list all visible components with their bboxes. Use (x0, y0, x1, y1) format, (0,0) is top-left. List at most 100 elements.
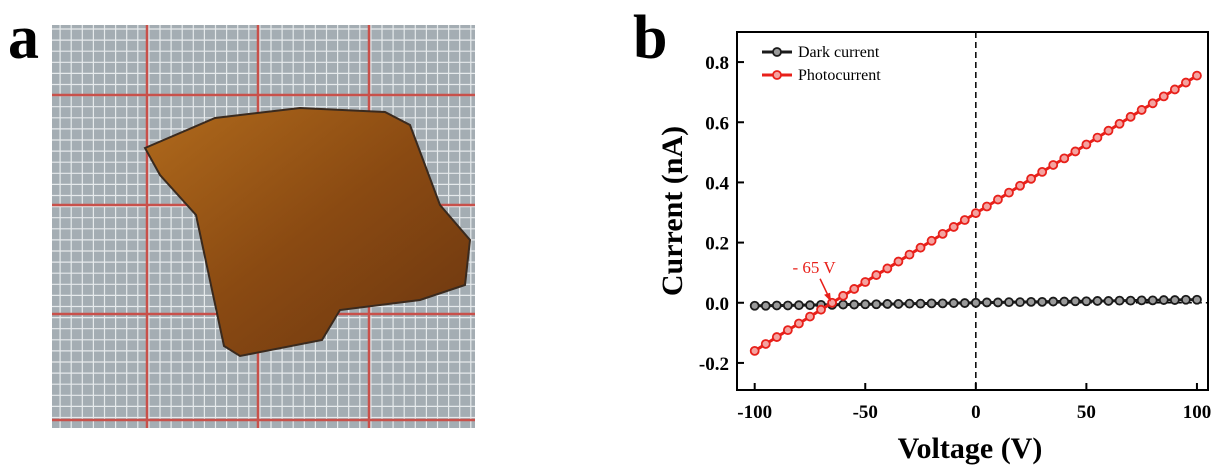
data-point (850, 285, 858, 293)
data-point (795, 320, 803, 328)
data-point (861, 300, 869, 308)
legend-marker (773, 71, 781, 79)
data-point (939, 299, 947, 307)
data-point (1071, 297, 1079, 305)
data-point (1182, 296, 1190, 304)
x-tick-label: 0 (971, 402, 981, 423)
data-point (850, 301, 858, 309)
data-point (1016, 298, 1024, 306)
data-point (1193, 296, 1201, 304)
data-point (784, 326, 792, 334)
data-point (939, 230, 947, 238)
data-point (795, 301, 803, 309)
data-point (784, 301, 792, 309)
data-point (773, 301, 781, 309)
x-axis-label: Voltage (V) (898, 432, 1043, 465)
data-point (872, 271, 880, 279)
data-point (972, 209, 980, 217)
data-point (1149, 296, 1157, 304)
data-point (1149, 99, 1157, 107)
y-tick-label: 0.0 (705, 294, 729, 315)
legend-label: Photocurrent (798, 67, 881, 84)
data-point (1082, 141, 1090, 149)
data-point (1005, 189, 1013, 197)
data-point (806, 301, 814, 309)
data-point (917, 300, 925, 308)
data-point (1160, 296, 1168, 304)
data-point (1049, 161, 1057, 169)
y-tick-label: 0.4 (705, 173, 729, 194)
x-tick-label: -100 (737, 402, 772, 423)
data-point (1016, 182, 1024, 190)
data-point (1027, 175, 1035, 183)
data-point (917, 244, 925, 252)
data-point (961, 299, 969, 307)
data-point (773, 333, 781, 341)
data-point (1160, 92, 1168, 100)
data-point (905, 300, 913, 308)
data-point (762, 302, 770, 310)
x-tick-label: -50 (853, 402, 878, 423)
x-tick-label: 100 (1183, 402, 1212, 423)
data-point (1104, 297, 1112, 305)
annotation: - 65 V (793, 258, 837, 277)
data-point (1082, 297, 1090, 305)
data-point (894, 258, 902, 266)
panel-label: b (633, 4, 667, 72)
y-axis-label: Current (nA) (656, 126, 689, 296)
data-point (1138, 296, 1146, 304)
data-point (961, 216, 969, 224)
data-point (1049, 298, 1057, 306)
data-point (751, 302, 759, 310)
data-point (1138, 106, 1146, 114)
data-point (1071, 147, 1079, 155)
data-point (806, 313, 814, 321)
y-tick-label: 0.2 (705, 234, 729, 255)
legend-marker (773, 48, 781, 56)
data-point (928, 299, 936, 307)
data-point (872, 300, 880, 308)
data-point (861, 278, 869, 286)
data-point (1038, 298, 1046, 306)
data-point (1038, 168, 1046, 176)
data-point (905, 251, 913, 259)
data-point (1060, 298, 1068, 306)
data-point (1060, 154, 1068, 162)
data-point (1193, 72, 1201, 80)
y-tick-label: 0.8 (705, 53, 729, 74)
panel-label: a (8, 4, 39, 72)
x-tick-label: 50 (1077, 402, 1096, 423)
data-point (1093, 134, 1101, 142)
data-point (762, 340, 770, 348)
data-point (1127, 113, 1135, 121)
data-point (950, 223, 958, 231)
data-point (1116, 120, 1124, 128)
data-point (983, 298, 991, 306)
data-point (1104, 127, 1112, 135)
data-point (928, 237, 936, 245)
data-point (894, 300, 902, 308)
data-point (1171, 85, 1179, 93)
data-point (883, 264, 891, 272)
legend-label: Dark current (798, 44, 880, 61)
data-point (1171, 296, 1179, 304)
data-point (839, 292, 847, 300)
data-point (1116, 297, 1124, 305)
data-point (1005, 298, 1013, 306)
data-point (839, 301, 847, 309)
data-point (1027, 298, 1035, 306)
data-point (883, 300, 891, 308)
y-tick-label: 0.6 (705, 113, 729, 134)
data-point (983, 202, 991, 210)
photo (49, 25, 475, 429)
data-point (994, 298, 1002, 306)
data-point (1127, 297, 1135, 305)
data-point (1182, 79, 1190, 87)
data-point (817, 306, 825, 314)
data-point (972, 299, 980, 307)
data-point (1093, 297, 1101, 305)
annotation-arrowhead (824, 293, 831, 302)
data-point (994, 196, 1002, 204)
y-tick-label: -0.2 (699, 354, 729, 375)
figure: a b Voltage (V) Current (nA) -100 -50 0 50 1… (0, 0, 1215, 471)
